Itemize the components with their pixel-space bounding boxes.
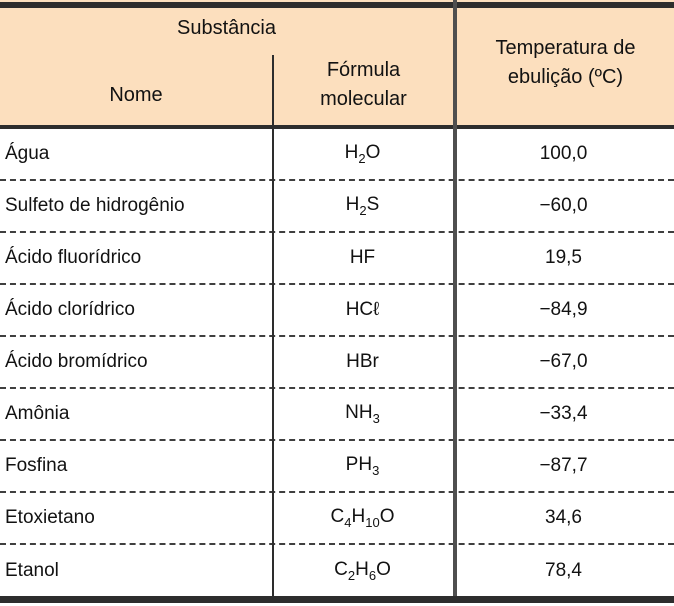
table-row-amonia: Amônia NH3 −33,4: [0, 389, 674, 441]
molecular-formula: H2S: [345, 194, 380, 218]
header-substancia: Substância: [177, 17, 276, 39]
boiling-temperature: 34,6: [545, 507, 582, 528]
boiling-temperature: 19,5: [545, 247, 582, 268]
substance-name: Etanol: [5, 560, 59, 581]
molecular-formula: C2H6O: [334, 559, 391, 583]
substance-name: Ácido clorídrico: [5, 299, 135, 320]
substance-name: Ácido fluorídrico: [5, 247, 142, 268]
table-row-fosfina: Fosfina PH3 −87,7: [0, 441, 674, 493]
molecular-formula: PH3: [345, 454, 380, 478]
table-row-agua: Água H2O 100,0: [0, 129, 674, 181]
molecular-formula: H2O: [344, 142, 381, 166]
table-header-background: [0, 0, 674, 129]
substance-name: Sulfeto de hidrogênio: [5, 195, 185, 216]
boiling-temperature: −33,4: [539, 403, 588, 424]
boiling-temperature: −60,0: [539, 195, 588, 216]
column-divider-formula-temperatura: [453, 0, 457, 603]
table-row-acido-bromidrico: Ácido bromídrico HBr −67,0: [0, 337, 674, 389]
boiling-temperature: −67,0: [539, 351, 588, 372]
header-formula-molecular: Fórmula molecular: [274, 56, 453, 114]
table-row-acido-fluoridrico: Ácido fluorídrico HF 19,5: [0, 233, 674, 285]
boiling-temperature: 78,4: [545, 560, 582, 581]
substance-name: Etoxietano: [5, 507, 95, 528]
substance-name: Água: [5, 143, 50, 164]
header-temp-line1: Temperatura de: [495, 37, 636, 59]
boiling-temperature: 100,0: [539, 143, 588, 164]
table-row-etanol: Etanol C2H6O 78,4: [0, 545, 674, 597]
molecular-formula: HBr: [346, 351, 379, 372]
boiling-temperature: −84,9: [539, 299, 588, 320]
table-row-sulfeto-de-hidrogenio: Sulfeto de hidrogênio H2S −60,0: [0, 181, 674, 233]
boiling-temperature: −87,7: [539, 455, 588, 476]
header-temp-line2: ebulição (ºC): [507, 66, 624, 88]
header-formula-line1: Fórmula: [326, 59, 401, 81]
header-temperatura-ebulicao: Temperatura de ebulição (ºC): [457, 34, 674, 92]
substance-name: Ácido bromídrico: [5, 351, 148, 372]
table-row-acido-cloridrico: Ácido clorídrico HCℓ −84,9: [0, 285, 674, 337]
column-divider-nome-formula: [272, 55, 274, 603]
substance-name: Amônia: [5, 403, 70, 424]
substance-name: Fosfina: [5, 455, 68, 476]
molecular-formula: C4H10O: [330, 506, 395, 530]
table-row-etoxietano: Etoxietano C4H10O 34,6: [0, 493, 674, 545]
header-formula-line2: molecular: [320, 88, 407, 110]
table-body: Água H2O 100,0 Sulfeto de hidrogênio H2S…: [0, 129, 674, 597]
molecular-formula: HCℓ: [345, 299, 380, 320]
molecular-formula: HF: [349, 247, 376, 268]
header-nome: Nome: [109, 84, 163, 106]
header-bottom-border: [0, 125, 674, 129]
table-top-border: [0, 2, 674, 8]
molecular-formula: NH3: [345, 402, 380, 426]
table-bottom-border: [0, 596, 674, 603]
